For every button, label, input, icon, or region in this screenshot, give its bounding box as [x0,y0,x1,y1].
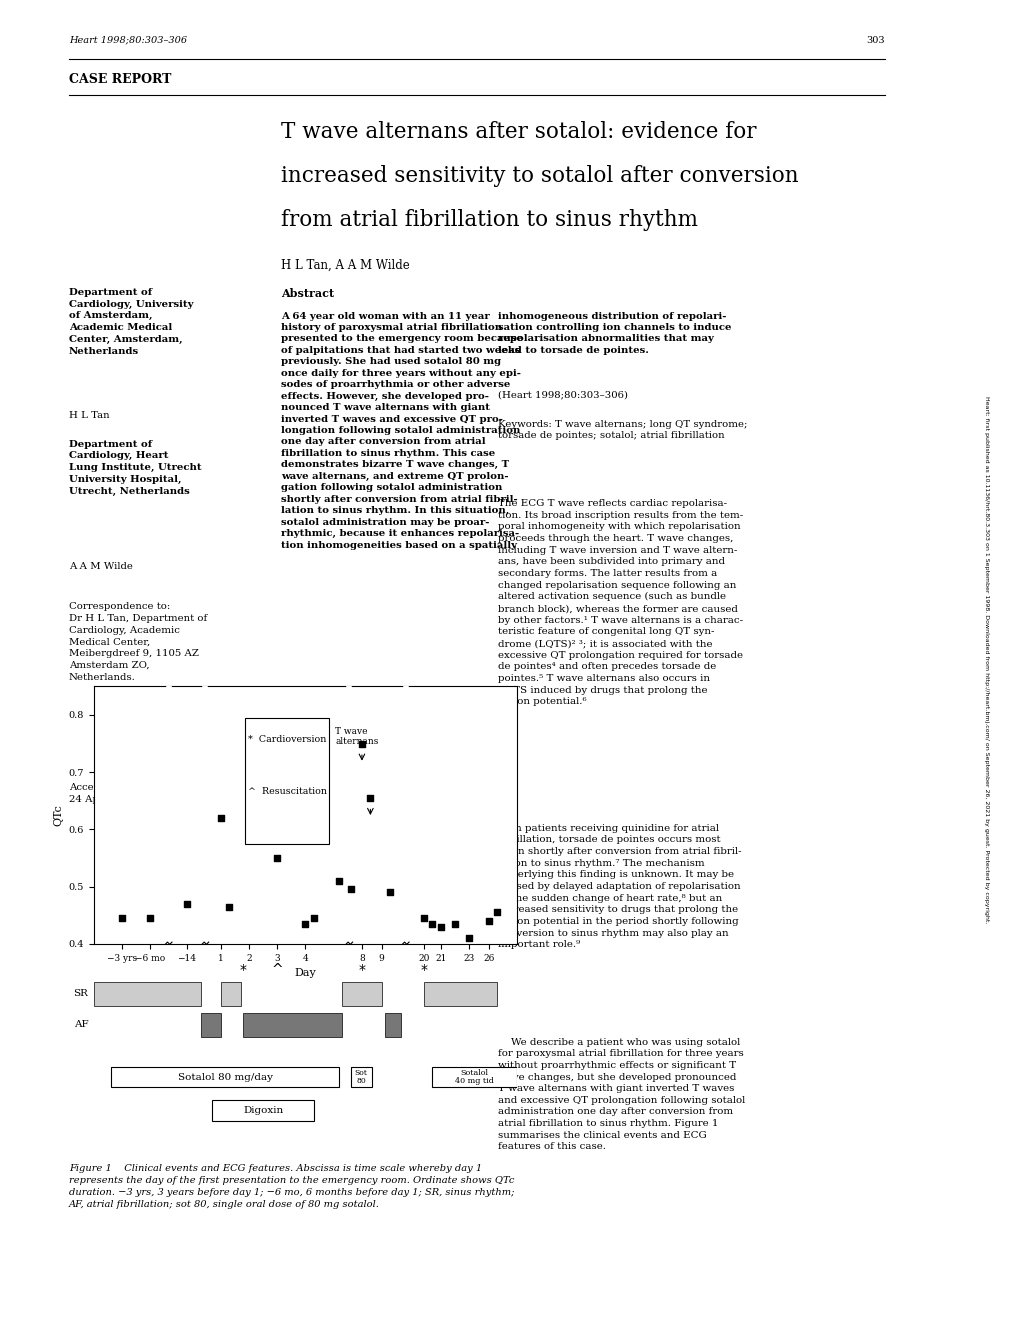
Point [480,911,496,932]
Text: SR: SR [73,990,88,998]
Text: Correspondence to:
Dr H L Tan, Department of
Cardiology, Academic
Medical Center: Correspondence to: Dr H L Tan, Departmen… [68,602,207,681]
Text: *: * [358,964,365,977]
Point [432,916,448,937]
Point [331,870,347,891]
Bar [384,1012,401,1038]
Text: inhomogeneous distribution of repolari-
sation controlling ion channels to induc: inhomogeneous distribution of repolari- … [497,312,731,355]
Bar [221,982,240,1006]
Text: The ECG T wave reflects cardiac repolarisa-
tion. Its broad inscription results : The ECG T wave reflects cardiac repolari… [497,499,743,706]
Bar [111,1067,339,1088]
Point [240,816,257,837]
Bar [432,1067,517,1088]
Y-axis label: QTc: QTc [53,804,63,826]
Text: Heart: first published as 10.1136/hrt.80.3.303 on 1 September 1998. Downloaded f: Heart: first published as 10.1136/hrt.80… [983,396,988,924]
Point [142,908,158,929]
Text: A A M Wilde: A A M Wilde [68,562,132,572]
Text: In patients receiving quinidine for atrial
fibrillation, torsade de pointes occu: In patients receiving quinidine for atri… [497,824,741,949]
Point [342,879,359,900]
Point [354,733,370,754]
Text: T wave
alternans: T wave alternans [335,727,378,746]
Text: A 64 year old woman with an 11 year
history of paroxysmal atrial fibrillation
pr: A 64 year old woman with an 11 year hist… [281,312,523,549]
Point [269,847,285,869]
Text: Department of
Cardiology, Heart
Lung Institute, Utrecht
University Hospital,
Utr: Department of Cardiology, Heart Lung Ins… [68,440,201,496]
Text: H L Tan: H L Tan [68,411,109,420]
Bar [94,982,201,1006]
Point [221,896,237,917]
Text: Abstract: Abstract [281,288,334,298]
Bar [341,982,381,1006]
Point [298,913,314,935]
Point [306,908,322,929]
Point [446,913,463,935]
Point [489,902,505,923]
Bar [351,1067,372,1088]
Text: Heart 1998;80:303–306: Heart 1998;80:303–306 [68,36,186,45]
Bar [244,1012,341,1038]
Text: ^: ^ [271,964,283,977]
Bar [212,1101,314,1121]
Point [178,894,195,915]
Text: (Heart 1998;80:303–306): (Heart 1998;80:303–306) [497,391,628,400]
Point [382,882,398,903]
Point [424,913,440,935]
Text: Sotalol 80 mg/day: Sotalol 80 mg/day [177,1073,272,1081]
Text: *: * [239,964,247,977]
Text: increased sensitivity to sotalol after conversion: increased sensitivity to sotalol after c… [281,165,798,187]
Text: H L Tan, A A M Wilde: H L Tan, A A M Wilde [281,259,410,272]
Text: Accepted for publication
24 April 1998: Accepted for publication 24 April 1998 [68,783,195,804]
Bar [245,718,329,843]
Text: CASE REPORT: CASE REPORT [68,73,171,86]
X-axis label: Day: Day [294,968,316,978]
Text: T wave alternans after sotalol: evidence for: T wave alternans after sotalol: evidence… [281,121,756,144]
Text: AF: AF [73,1020,88,1030]
Point [362,787,378,808]
Bar [201,1012,221,1038]
Text: 303: 303 [865,36,884,45]
Text: *  Cardioversion: * Cardioversion [248,735,326,744]
Bar [424,982,497,1006]
Point [114,908,130,929]
Text: from atrial fibrillation to sinus rhythm: from atrial fibrillation to sinus rhythm [281,209,698,231]
Text: Digoxin: Digoxin [243,1106,283,1115]
Text: *: * [420,964,427,977]
Text: Sot
80: Sot 80 [355,1069,367,1085]
Text: We describe a patient who was using sotalol
for paroxysmal atrial fibrillation f: We describe a patient who was using sota… [497,1038,744,1151]
Text: Department of
Cardiology, University
of Amsterdam,
Academic Medical
Center, Amst: Department of Cardiology, University of … [68,288,193,356]
Point [461,928,477,949]
Text: Sotalol
40 mg tid: Sotalol 40 mg tid [454,1069,494,1085]
Point [213,808,229,829]
Point [416,908,432,929]
Text: Figure 1    Clinical events and ECG features. Abscissa is time scale whereby day: Figure 1 Clinical events and ECG feature… [68,1164,514,1209]
Text: ^  Resuscitation: ^ Resuscitation [248,787,327,796]
Text: Keywords: T wave alternans; long QT syndrome;
torsade de pointes; sotalol; atria: Keywords: T wave alternans; long QT synd… [497,420,747,440]
